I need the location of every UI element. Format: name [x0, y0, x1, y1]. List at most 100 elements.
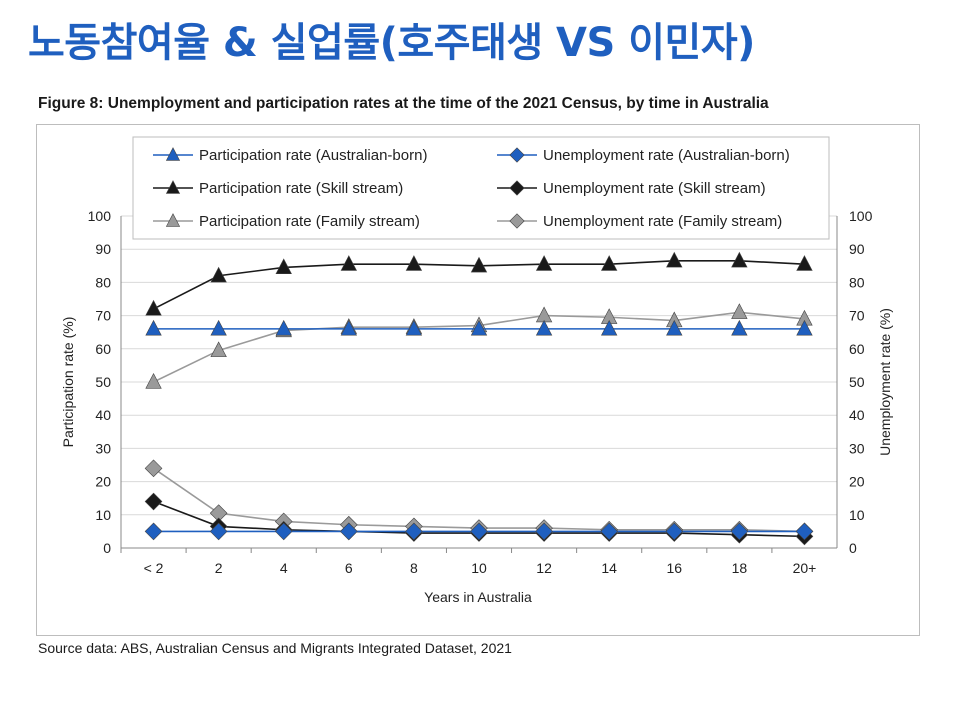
triangle-point [796, 255, 813, 271]
y-right-tick-label: 30 [849, 440, 865, 456]
y-right-tick-label: 50 [849, 374, 865, 390]
x-tick-label: < 2 [144, 560, 164, 576]
triangle-point [731, 251, 748, 268]
legend-diamond-icon [509, 147, 525, 163]
legend-label: Participation rate (Australian-born) [199, 147, 427, 164]
x-tick-label: 14 [601, 560, 617, 576]
legend-label: Unemployment rate (Family stream) [543, 213, 782, 230]
triangle-point [405, 319, 423, 336]
y-right-tick-label: 40 [849, 407, 865, 423]
axes: 0 0 10 10 20 20 30 30 40 40 50 50 60 60 70 70 80 80 90 90 10… [88, 208, 873, 576]
triangle-point [145, 319, 162, 336]
triangle-point [600, 319, 618, 336]
diamond-point [144, 459, 163, 478]
triangle-point [210, 266, 227, 283]
diamond-point [144, 522, 163, 541]
triangle-point [731, 319, 748, 336]
triangle-point [340, 255, 358, 271]
y-right-tick-label: 70 [849, 308, 865, 324]
triangle-point [666, 319, 683, 336]
diamond-point [795, 522, 814, 541]
y-left-tick-label: 60 [95, 341, 111, 357]
legend-box [132, 136, 830, 240]
legend-triangle-icon [165, 180, 181, 194]
y-left-tick-label: 30 [95, 440, 111, 456]
legend-label: Unemployment rate (Skill stream) [543, 180, 766, 197]
x-tick-label: 6 [345, 560, 353, 576]
triangle-point [666, 251, 683, 268]
x-tick-label: 20+ [793, 560, 817, 576]
legend: Participation rate (Australian-born) Unem… [132, 136, 830, 240]
y-left-tick-label: 70 [95, 308, 111, 324]
triangle-point [145, 299, 162, 316]
diamond-point [144, 492, 163, 511]
source-note: Source data: ABS, Australian Census and … [38, 640, 512, 656]
y-right-tick-label: 80 [849, 274, 865, 290]
x-tick-label: 12 [536, 560, 552, 576]
legend-item: Participation rate (Family stream) [153, 213, 420, 230]
diamond-point [274, 522, 293, 541]
figure-caption: Figure 8: Unemployment and participation… [38, 95, 769, 112]
series [144, 251, 814, 546]
legend-label: Unemployment rate (Australian-born) [543, 147, 790, 164]
y-left-tick-label: 50 [95, 374, 111, 390]
diamond-point [600, 522, 619, 541]
x-tick-label: 18 [732, 560, 748, 576]
diamond-point [405, 522, 423, 541]
triangle-point [535, 306, 553, 323]
triangle-point [210, 319, 227, 336]
series-2 [145, 251, 813, 316]
diamond-point [470, 522, 488, 541]
triangle-point [535, 319, 553, 336]
series-4 [145, 303, 813, 389]
legend-item: Unemployment rate (Skill stream) [497, 180, 766, 197]
series-1 [144, 522, 814, 541]
triangle-point [405, 255, 423, 271]
y-right-tick-label: 10 [849, 507, 865, 523]
diamond-point [339, 522, 358, 541]
chart-frame: 0 0 10 10 20 20 30 30 40 40 50 50 60 60 70 70 80 80 90 90 10… [36, 124, 920, 636]
triangle-point [210, 341, 227, 358]
triangle-point [796, 319, 813, 336]
legend-triangle-icon [165, 213, 181, 227]
legend-triangle-icon [165, 147, 181, 161]
y-left-tick-label: 10 [95, 507, 111, 523]
triangle-point [731, 303, 748, 319]
x-tick-label: 4 [280, 560, 288, 576]
legend-item: Unemployment rate (Family stream) [497, 213, 782, 230]
y-left-tick-label: 90 [95, 241, 111, 257]
x-tick-label: 8 [410, 560, 418, 576]
diamond-point [730, 522, 749, 541]
triangle-point [600, 255, 618, 271]
triangle-point [340, 319, 358, 336]
line-chart: 0 0 10 10 20 20 30 30 40 40 50 50 60 60 70 70 80 80 90 90 10… [60, 136, 893, 605]
triangle-point [535, 255, 553, 271]
y-right-tick-label: 90 [849, 241, 865, 257]
y-left-tick-label: 80 [95, 274, 111, 290]
y-right-tick-label: 20 [849, 474, 865, 490]
y-right-tick-label: 60 [849, 341, 865, 357]
x-tick-label: 16 [666, 560, 682, 576]
slide-title: 노동참여율 & 실업률(호주태생 VS 이민자) [28, 20, 755, 66]
x-tick-label: 10 [471, 560, 487, 576]
y-left-tick-label: 20 [95, 474, 111, 490]
triangle-point [275, 258, 292, 275]
triangle-point [470, 319, 488, 336]
legend-diamond-icon [509, 213, 525, 229]
legend-diamond-icon [509, 180, 525, 196]
y-left-tick-label: 40 [95, 407, 111, 423]
triangle-point [470, 256, 488, 273]
diamond-point [535, 522, 553, 541]
y-axis-right-title: Unemployment rate (%) [877, 308, 893, 456]
legend-item: Participation rate (Skill stream) [153, 180, 403, 197]
legend-label: Participation rate (Family stream) [199, 213, 420, 230]
y-left-tick-label: 100 [88, 208, 112, 224]
y-left-tick-label: 0 [103, 540, 111, 556]
x-axis-title: Years in Australia [424, 589, 532, 605]
triangle-point [275, 319, 292, 336]
legend-label: Participation rate (Skill stream) [199, 180, 403, 197]
diamond-point [665, 522, 684, 541]
series-0 [145, 319, 813, 336]
legend-item: Participation rate (Australian-born) [153, 147, 427, 164]
triangle-point [145, 372, 162, 389]
